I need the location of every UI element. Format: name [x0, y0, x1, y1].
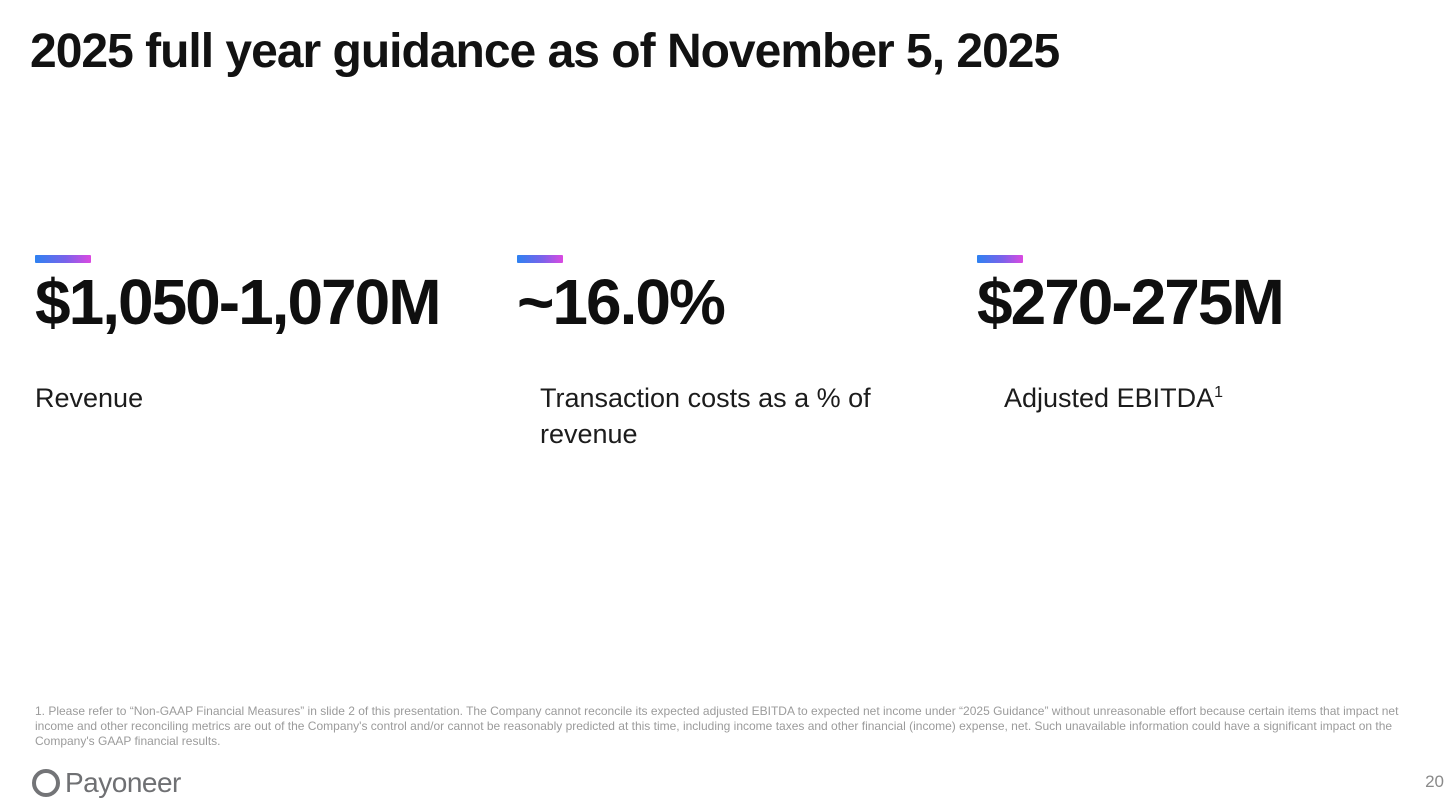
metric-label: Adjusted EBITDA1: [1004, 380, 1223, 416]
page-title: 2025 full year guidance as of November 5…: [30, 25, 1060, 78]
metric-label: Revenue: [35, 383, 144, 413]
metric-value: $1,050-1,070M: [35, 266, 442, 338]
metric-value: $270-275M: [977, 266, 1285, 338]
accent-gradient-bar: [517, 255, 563, 263]
page-number: 20: [1425, 772, 1444, 791]
metric-label-text: Adjusted EBITDA: [1004, 383, 1215, 413]
footnote-reference: 1: [1214, 384, 1223, 401]
metric-value: ~16.0%: [517, 266, 726, 338]
accent-gradient-bar: [35, 255, 91, 263]
metric-transaction-costs: ~16.0% Transaction costs as a % of reven…: [517, 255, 977, 449]
metric-label: Transaction costs as a % of revenue: [540, 383, 871, 449]
metric-revenue: $1,050-1,070M Revenue: [35, 255, 495, 413]
payoneer-wordmark: Payoneer: [65, 767, 181, 798]
metric-adjusted-ebitda: $270-275M Adjusted EBITDA1: [977, 255, 1437, 413]
accent-gradient-bar: [977, 255, 1023, 263]
payoneer-logo: Payoneer: [32, 767, 181, 799]
payoneer-circle-icon: [32, 769, 60, 797]
footnote: 1. Please refer to “Non-GAAP Financial M…: [35, 704, 1399, 748]
